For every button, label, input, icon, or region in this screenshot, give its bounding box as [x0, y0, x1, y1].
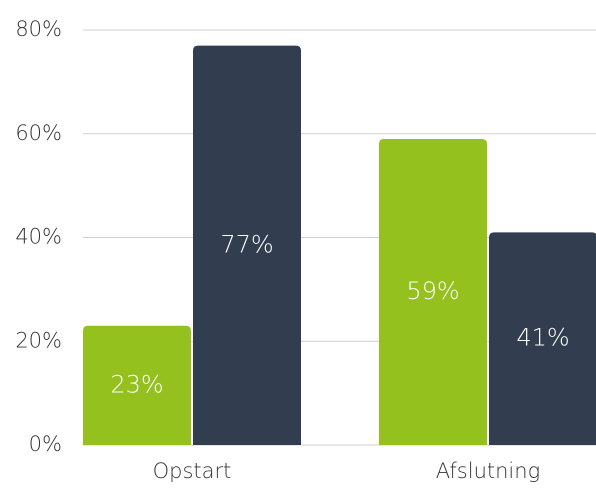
x-tick-label: Opstart — [153, 459, 232, 483]
bar — [83, 325, 191, 445]
value-label: 59% — [406, 277, 459, 305]
y-tick-label: 0% — [29, 432, 62, 456]
value-label: 77% — [220, 230, 273, 258]
y-tick-label: 80% — [15, 17, 62, 41]
value-label: 41% — [516, 324, 569, 352]
x-tick-label: Afslutning — [436, 459, 540, 483]
y-tick-label: 60% — [15, 121, 62, 145]
y-tick-label: 40% — [15, 225, 62, 249]
y-tick-label: 20% — [15, 328, 62, 352]
bar — [379, 138, 487, 445]
bar — [489, 232, 596, 445]
value-label: 23% — [110, 370, 163, 398]
bar — [193, 45, 301, 445]
